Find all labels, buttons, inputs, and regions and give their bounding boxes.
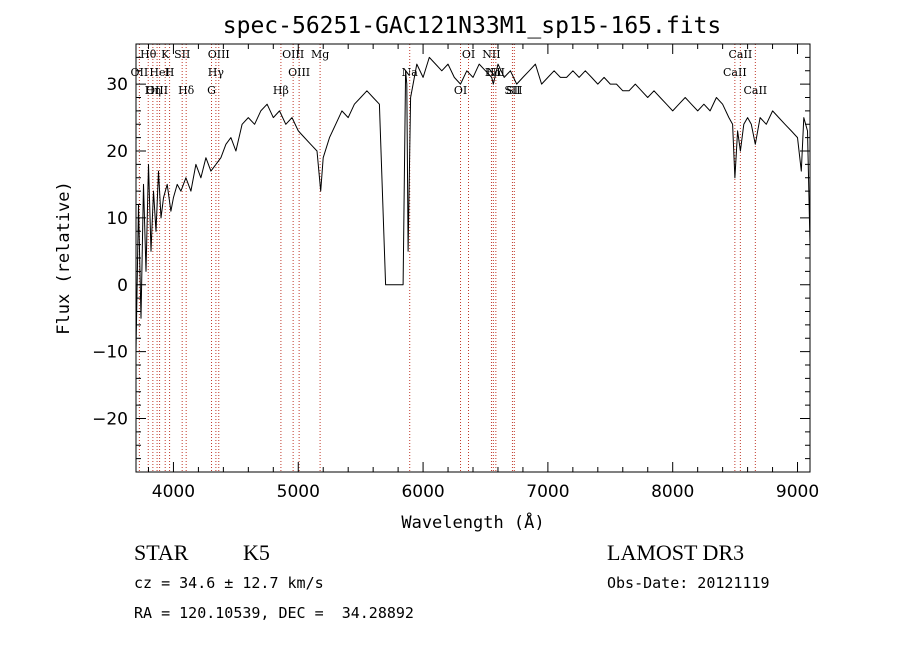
spectral-line-label: Hη bbox=[145, 84, 161, 97]
spectral-line-label: CaII bbox=[729, 48, 753, 61]
x-tick-label: 7000 bbox=[526, 482, 569, 502]
spectral-line-label: OII bbox=[131, 66, 149, 79]
x-axis-ticks: 4000 5000 6000 7000 8000 9000 bbox=[147, 44, 819, 502]
spectral-line-label: K bbox=[161, 48, 170, 61]
plot-frame bbox=[135, 43, 811, 473]
spectral-line-label: OI bbox=[462, 48, 475, 61]
redshift-cz: cz = 34.6 ± 12.7 km/s bbox=[134, 574, 324, 592]
chart-title: spec-56251-GAC121N33M1_sp15-165.fits bbox=[223, 13, 722, 39]
spectral-line-label: OIII bbox=[282, 48, 304, 61]
x-tick-label: 5000 bbox=[277, 482, 320, 502]
y-axis-ticks: −20 −10 0 10 20 30 bbox=[92, 43, 810, 473]
object-class: STAR bbox=[134, 540, 189, 565]
coordinates: RA = 120.10539, DEC = 34.28892 bbox=[134, 604, 414, 622]
spectral-line-label: HeI bbox=[149, 66, 169, 79]
spectral-line-label: OIII bbox=[146, 84, 168, 97]
x-tick-label: 8000 bbox=[651, 482, 694, 502]
spectral-line-label: Hθ bbox=[140, 48, 157, 61]
observation-date: Obs-Date: 20121119 bbox=[607, 574, 770, 592]
x-tick-label: 9000 bbox=[776, 482, 819, 502]
y-tick-label: 30 bbox=[106, 75, 128, 95]
spectral-line-label: CaII bbox=[723, 66, 747, 79]
y-tick-label: 0 bbox=[117, 276, 128, 296]
survey-name: LAMOST DR3 bbox=[607, 540, 745, 565]
spectral-line-label: SII bbox=[506, 84, 522, 97]
spectral-line-label: Hδ bbox=[178, 84, 195, 97]
spectral-line-label: Hα bbox=[485, 66, 503, 79]
x-axis-label: Wavelength (Å) bbox=[401, 511, 544, 533]
spectral-line-label: OIII bbox=[208, 48, 230, 61]
spectral-line-label: CaII bbox=[743, 84, 767, 97]
y-tick-label: −10 bbox=[92, 343, 128, 363]
spectral-line-label: OIII bbox=[288, 66, 310, 79]
spectral-line-label: Hβ bbox=[273, 84, 289, 97]
x-tick-label: 6000 bbox=[401, 482, 444, 502]
x-tick-label: 4000 bbox=[152, 482, 195, 502]
y-axis-label: Flux (relative) bbox=[54, 181, 74, 335]
spectral-line-label: Mg bbox=[311, 48, 329, 61]
spectrum-line bbox=[135, 56, 811, 352]
spectral-line-label: G bbox=[207, 84, 216, 97]
spectrum-series bbox=[135, 56, 811, 352]
spectral-line-markers bbox=[138, 44, 756, 472]
spectral-line-label: SII bbox=[174, 48, 190, 61]
y-tick-label: −20 bbox=[92, 410, 128, 430]
spectral-line-label: Hγ bbox=[208, 66, 225, 79]
y-tick-label: 20 bbox=[106, 142, 128, 162]
spectral-line-label: NII bbox=[482, 48, 500, 61]
spectral-line-label: H bbox=[165, 66, 175, 79]
object-subclass: K5 bbox=[243, 540, 270, 565]
spectral-line-label: SII bbox=[504, 84, 520, 97]
spectral-line-labels: Hθ OII OIII K HeI Hη SII HHδ OIII Hγ G OIII OIII Hβ Mg… bbox=[131, 48, 768, 97]
spectral-line-label: OI bbox=[454, 84, 467, 97]
y-tick-label: 10 bbox=[106, 209, 128, 229]
